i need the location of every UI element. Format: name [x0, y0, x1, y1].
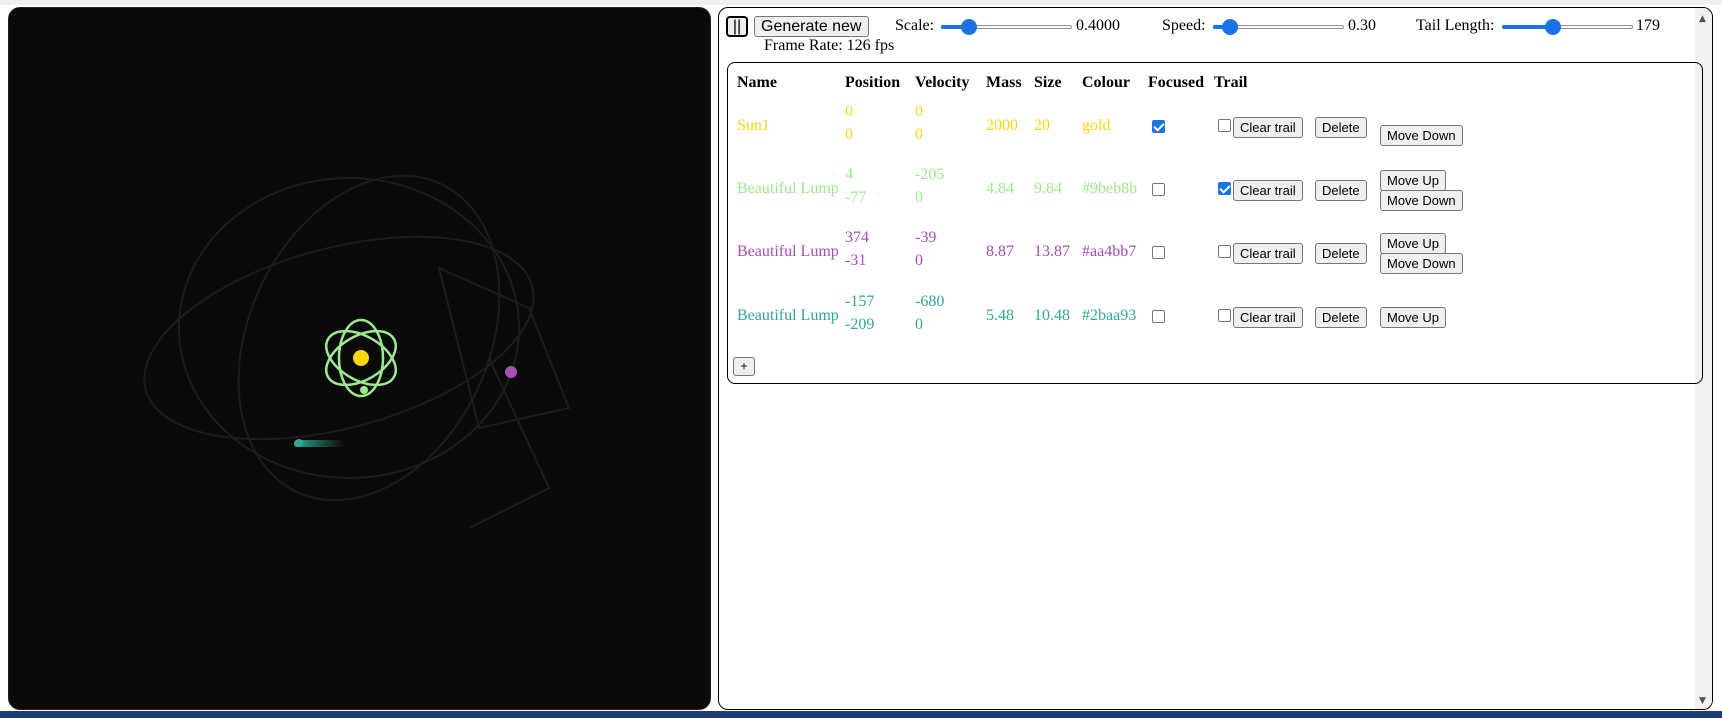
body-colour: #9beb8b: [1082, 180, 1138, 197]
body-mass: 5.48: [986, 307, 1014, 324]
delete-body-button[interactable]: Delete: [1315, 117, 1367, 138]
position-y: -31: [845, 252, 867, 269]
body-size: 20: [1034, 117, 1050, 134]
move-up-button[interactable]: Move Up: [1380, 307, 1447, 328]
trail-checkbox[interactable]: [1218, 119, 1231, 132]
position-x: 4: [845, 166, 853, 183]
simulation-drawing: [143, 174, 571, 529]
frame-rate-readout: Frame Rate: 126 fps: [764, 37, 895, 54]
body-size: 9.84: [1034, 180, 1062, 197]
header-position: Position: [845, 74, 901, 91]
delete-body-button[interactable]: Delete: [1315, 243, 1367, 264]
scale-slider[interactable]: [941, 18, 1072, 36]
sun-body: [353, 350, 369, 366]
delete-body-button[interactable]: Delete: [1315, 307, 1367, 328]
generate-new-button[interactable]: Generate new: [754, 16, 869, 37]
scale-label: Scale:: [895, 17, 935, 34]
tail-length-slider[interactable]: [1502, 18, 1633, 36]
velocity-y: 0: [915, 316, 923, 333]
move-down-button[interactable]: Move Down: [1380, 125, 1463, 146]
body-mass: 4.84: [986, 180, 1014, 197]
trail-checkbox[interactable]: [1218, 245, 1231, 258]
speed-value: 0.30: [1348, 17, 1376, 34]
body-name: Beautiful Lump: [737, 180, 839, 197]
body-mass: 8.87: [986, 243, 1014, 260]
panel-scrollbar[interactable]: ▲ ▼: [1695, 8, 1712, 709]
velocity-y: 0: [915, 189, 923, 206]
clear-trail-button[interactable]: Clear trail: [1233, 117, 1303, 138]
green-planet-body: [360, 386, 368, 394]
move-up-button[interactable]: Move Up: [1380, 233, 1447, 254]
delete-body-button[interactable]: Delete: [1315, 180, 1367, 201]
velocity-y: 0: [915, 126, 923, 143]
position-y: -209: [845, 316, 875, 333]
body-colour: #aa4bb7: [1082, 243, 1137, 260]
body-name: Beautiful Lump: [737, 307, 839, 324]
body-size: 13.87: [1034, 243, 1070, 260]
position-y: -77: [845, 189, 867, 206]
focused-checkbox[interactable]: [1152, 183, 1165, 196]
focused-checkbox[interactable]: [1152, 310, 1165, 323]
clear-trail-button[interactable]: Clear trail: [1233, 243, 1303, 264]
velocity-y: 0: [915, 252, 923, 269]
body-colour: gold: [1082, 117, 1111, 134]
focused-checkbox[interactable]: [1152, 120, 1165, 133]
window-bottom-edge: [0, 711, 1722, 718]
pause-button[interactable]: ||: [726, 16, 748, 37]
body-name: Sun1: [737, 117, 770, 134]
move-down-button[interactable]: Move Down: [1380, 253, 1463, 274]
move-up-button[interactable]: Move Up: [1380, 170, 1447, 191]
velocity-x: 0: [915, 103, 923, 120]
clear-trail-button[interactable]: Clear trail: [1233, 180, 1303, 201]
speed-label: Speed:: [1162, 17, 1206, 34]
position-x: -157: [845, 293, 875, 310]
trail-checkbox[interactable]: [1218, 309, 1231, 322]
teal-planet-trail: [294, 440, 344, 447]
simulation-canvas[interactable]: [8, 7, 711, 710]
scroll-down-icon[interactable]: ▼: [1699, 696, 1706, 706]
header-size: Size: [1034, 74, 1062, 91]
clear-trail-button[interactable]: Clear trail: [1233, 307, 1303, 328]
green-orbit-trail: [325, 318, 397, 398]
header-focused: Focused: [1148, 74, 1204, 91]
faint-trail-ghosts: [143, 174, 571, 529]
header-velocity: Velocity: [915, 74, 970, 91]
position-y: 0: [845, 126, 853, 143]
trail-checkbox[interactable]: [1218, 182, 1231, 195]
body-size: 10.48: [1034, 307, 1070, 324]
focused-checkbox[interactable]: [1152, 246, 1165, 259]
body-mass: 2000: [986, 117, 1018, 134]
position-x: 0: [845, 103, 853, 120]
speed-slider[interactable]: [1213, 18, 1344, 36]
teal-planet-body: [295, 439, 303, 447]
header-mass: Mass: [986, 74, 1022, 91]
body-colour: #2baa93: [1082, 307, 1137, 324]
velocity-x: -39: [915, 229, 937, 246]
velocity-x: -205: [915, 166, 945, 183]
velocity-x: -680: [915, 293, 945, 310]
bodies-table: Name Position Velocity Mass Size Colour …: [727, 62, 1703, 384]
position-x: 374: [845, 229, 869, 246]
add-body-button[interactable]: +: [733, 357, 755, 376]
purple-planet-body: [505, 366, 517, 378]
header-colour: Colour: [1082, 74, 1130, 91]
header-name: Name: [737, 74, 777, 91]
header-trail: Trail: [1214, 74, 1248, 91]
scroll-up-icon[interactable]: ▲: [1699, 14, 1706, 24]
move-down-button[interactable]: Move Down: [1380, 190, 1463, 211]
tail-length-label: Tail Length:: [1416, 17, 1495, 34]
scale-value: 0.4000: [1076, 17, 1120, 34]
control-panel: ▲ ▼ || Generate new Scale: 0.4000 Speed:…: [718, 7, 1713, 710]
body-name: Beautiful Lump: [737, 243, 839, 260]
tail-length-value: 179: [1636, 17, 1660, 34]
window-top-edge: [0, 0, 1722, 5]
